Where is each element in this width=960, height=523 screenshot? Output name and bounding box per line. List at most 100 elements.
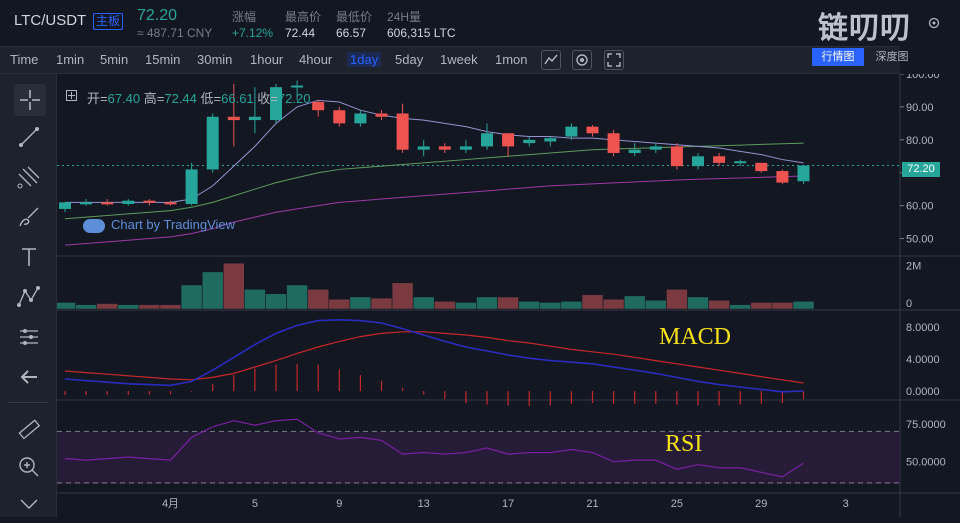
tf-4hour[interactable]: 4hour bbox=[299, 52, 333, 67]
stat-value-volume: 606,315 LTC bbox=[387, 26, 456, 40]
candle-body bbox=[333, 110, 346, 124]
macd-dif-line bbox=[64, 318, 804, 393]
tf-5min[interactable]: 5min bbox=[100, 52, 129, 67]
chart-canvas[interactable]: 100.0090.0080.0070.0060.0050.002M08.0000… bbox=[57, 74, 960, 517]
tf-30min[interactable]: 30min bbox=[197, 52, 233, 67]
tf-time[interactable]: Time bbox=[10, 52, 39, 67]
tab-chart[interactable]: 行情图 bbox=[812, 48, 864, 66]
ruler-icon[interactable] bbox=[16, 416, 42, 442]
volume-bar bbox=[138, 304, 161, 310]
price-tick-label: 100.00 bbox=[906, 74, 940, 81]
legend-expand-icon[interactable] bbox=[66, 90, 77, 101]
candle-body bbox=[375, 113, 388, 117]
tf-1mon[interactable]: 1mon bbox=[495, 52, 528, 67]
timeframe-toolbar: Time 1min 5min 15min 30min 1hour 4hour 1… bbox=[0, 46, 909, 74]
x-tick-label: 13 bbox=[418, 498, 430, 510]
stat-value-low: 66.57 bbox=[336, 26, 367, 40]
volume-bar bbox=[370, 297, 393, 310]
volume-bar bbox=[455, 302, 477, 310]
stat-label-volume: 24H量 bbox=[387, 10, 422, 24]
tradingview-text: Chart by TradingView bbox=[111, 217, 236, 232]
collapse-icon[interactable] bbox=[16, 492, 42, 518]
main-badge: 主板 bbox=[93, 13, 124, 30]
settings-icon[interactable] bbox=[572, 50, 592, 70]
last-price: 72.20 bbox=[137, 7, 178, 24]
volume-bar bbox=[666, 289, 688, 310]
candle-body bbox=[523, 139, 536, 144]
tf-15min[interactable]: 15min bbox=[145, 52, 181, 67]
settings-small-icon[interactable] bbox=[928, 16, 940, 29]
candle-body bbox=[755, 162, 768, 172]
zoom-icon[interactable] bbox=[16, 454, 42, 480]
candle-body bbox=[312, 101, 325, 111]
rsi-label: RSI bbox=[665, 431, 703, 457]
candle-body bbox=[734, 161, 747, 164]
pair-title[interactable]: LTC/USDT bbox=[14, 12, 87, 29]
tool-divider bbox=[8, 402, 48, 403]
legend-high-label: 高= bbox=[143, 91, 165, 106]
candle-body bbox=[59, 202, 71, 209]
volume-bar bbox=[771, 302, 794, 310]
volume-bar bbox=[244, 289, 266, 310]
price-cny: ≈ 487.71 CNY bbox=[137, 26, 213, 40]
candle-body bbox=[713, 156, 726, 163]
macd-tick-label: 4.0000 bbox=[906, 354, 940, 366]
candle-body bbox=[649, 146, 662, 150]
text-icon[interactable] bbox=[16, 244, 42, 270]
legend-close: 72.20 bbox=[277, 91, 311, 106]
pattern-icon[interactable] bbox=[16, 284, 42, 310]
tf-1week[interactable]: 1week bbox=[440, 52, 478, 67]
ma-mid-line bbox=[64, 142, 804, 220]
ma-fast-line bbox=[65, 99, 804, 203]
trendline-icon[interactable] bbox=[16, 124, 42, 150]
tf-1hour[interactable]: 1hour bbox=[250, 52, 284, 67]
stat-label-high: 最高价 bbox=[285, 10, 322, 24]
candle-body bbox=[417, 146, 430, 150]
candle-body bbox=[586, 126, 599, 134]
tf-1min[interactable]: 1min bbox=[56, 52, 85, 67]
x-tick-label: 17 bbox=[502, 498, 514, 510]
volume-bar bbox=[518, 301, 540, 310]
price-tick-label: 80.00 bbox=[906, 135, 934, 147]
candle-body bbox=[270, 87, 282, 121]
stat-value-high: 72.44 bbox=[285, 26, 316, 40]
volume-bar bbox=[159, 304, 182, 310]
candle-body bbox=[354, 113, 367, 124]
crosshair-icon[interactable] bbox=[14, 84, 46, 116]
legend-open-label: 开= bbox=[87, 91, 108, 106]
volume-bar bbox=[75, 304, 97, 310]
tf-5day[interactable]: 5day bbox=[395, 52, 424, 67]
measure-icon[interactable] bbox=[16, 324, 42, 350]
candle-body bbox=[628, 149, 641, 153]
fullscreen-icon[interactable] bbox=[604, 50, 624, 70]
chart-area[interactable]: 100.0090.0080.0070.0060.0050.002M08.0000… bbox=[57, 74, 960, 517]
legend-low: 66.61 bbox=[221, 91, 254, 106]
macd-dea-line bbox=[64, 331, 804, 384]
candle-body bbox=[248, 116, 261, 121]
volume-bar bbox=[307, 289, 329, 310]
price-tick-label: 90.00 bbox=[906, 102, 934, 114]
tf-1day[interactable]: 1day bbox=[347, 52, 382, 67]
back-icon[interactable] bbox=[16, 364, 42, 390]
volume-bar bbox=[560, 301, 583, 310]
rsi-tick-label: 50.0000 bbox=[906, 457, 946, 469]
brush-icon[interactable] bbox=[16, 204, 42, 230]
volume-bar bbox=[391, 282, 414, 310]
tradingview-watermark: Chart by TradingView bbox=[83, 217, 235, 233]
candle-body bbox=[776, 171, 789, 183]
candle-body bbox=[502, 133, 515, 147]
indicator-icon[interactable] bbox=[541, 50, 561, 70]
fib-icon[interactable] bbox=[16, 164, 42, 190]
tab-depth[interactable]: 深度图 bbox=[875, 51, 909, 63]
volume-bar bbox=[708, 300, 730, 310]
price-tick-label: 50.00 bbox=[906, 234, 934, 246]
logo-watermark: 链叨叨 bbox=[818, 12, 911, 45]
x-tick-label: 5 bbox=[252, 498, 258, 510]
volume-bar bbox=[729, 304, 751, 310]
volume-bar bbox=[750, 302, 773, 310]
candle-body bbox=[101, 202, 114, 205]
volume-bar bbox=[201, 271, 224, 310]
x-tick-label: 25 bbox=[671, 498, 683, 510]
volume-bar bbox=[349, 296, 372, 310]
stat-label-change: 涨幅 bbox=[232, 10, 257, 24]
